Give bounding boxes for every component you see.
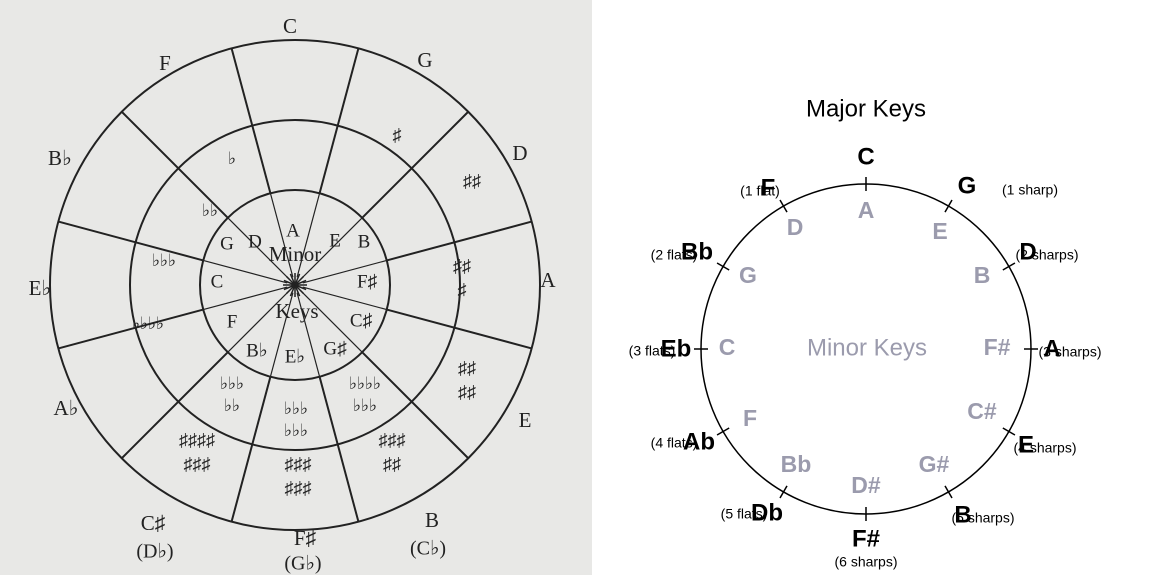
- key-signature: ♯♯: [383, 454, 401, 474]
- key-signature: ♯♯: [453, 256, 471, 276]
- tick: [780, 200, 787, 212]
- major-key: F: [159, 51, 171, 75]
- tick: [717, 428, 729, 435]
- major-key: F#: [852, 525, 880, 552]
- minor-key: E: [329, 230, 341, 251]
- enharmonic-key: (C♭): [410, 538, 446, 560]
- minor-key: B: [358, 231, 371, 252]
- minor-key: C: [719, 334, 736, 360]
- circles-of-fifths: CGDAEBF♯C♯A♭E♭B♭F(C♭)(G♭)(D♭)♯♯♯♯♯♯♯♯♯♯♯…: [0, 0, 1156, 575]
- center-label: Keys: [275, 299, 318, 323]
- enharmonic-key: (D♭): [136, 541, 173, 563]
- key-signature-note: (1 sharp): [1002, 182, 1058, 198]
- minor-key: F: [227, 311, 238, 332]
- key-signature: ♯♯: [463, 171, 481, 191]
- key-signature: ♭♭: [224, 396, 240, 415]
- minor-key: D: [787, 214, 804, 240]
- key-signature-note: (1 flat): [740, 183, 780, 199]
- center-label: Minor Keys: [807, 334, 927, 361]
- minor-key: C♯: [350, 310, 372, 331]
- minor-key: G#: [919, 451, 950, 477]
- key-signature-note: (3 flats): [629, 343, 676, 359]
- major-key: C: [857, 143, 874, 170]
- key-signature-note: (6 sharps): [834, 554, 897, 570]
- key-signature: ♭♭♭♭: [349, 374, 381, 393]
- key-signature: ♭♭♭♭: [132, 314, 164, 333]
- key-signature: ♯♯♯♯: [179, 430, 215, 450]
- key-signature: ♭♭: [202, 201, 218, 220]
- key-signature: ♯♯♯: [285, 478, 312, 498]
- key-signature: ♭♭♭: [284, 399, 308, 418]
- key-signature: ♯: [393, 125, 402, 145]
- minor-key: B♭: [246, 340, 268, 361]
- major-key: C♯: [141, 511, 166, 535]
- center-label: Minor: [269, 242, 322, 266]
- minor-key: B: [974, 262, 991, 288]
- minor-key: Bb: [781, 451, 812, 477]
- key-signature-note: (2 flats): [651, 247, 698, 263]
- major-key: B♭: [48, 146, 72, 170]
- key-signature-note: (2 sharps): [1015, 247, 1078, 263]
- minor-key: D#: [851, 472, 881, 498]
- minor-key: D: [248, 231, 262, 252]
- right-circle: Major Keys Minor Keys C G (1 sharp) D (2 sha…: [629, 95, 1102, 569]
- major-key: G: [958, 172, 977, 199]
- minor-key: E: [932, 218, 947, 244]
- key-signature: ♭♭♭: [220, 374, 244, 393]
- tick: [945, 486, 952, 498]
- key-signature-note: (4 flats): [651, 435, 698, 451]
- major-key: D: [512, 141, 527, 165]
- tick: [1003, 428, 1015, 435]
- key-signature: ♯♯: [458, 358, 476, 378]
- key-signature: ♯♯: [458, 382, 476, 402]
- key-signature: ♭♭♭: [152, 251, 176, 270]
- minor-key: G♯: [323, 338, 346, 359]
- minor-key: A: [286, 220, 300, 241]
- major-key: A: [540, 268, 556, 292]
- minor-key: A: [858, 197, 875, 223]
- minor-key: G: [739, 262, 757, 288]
- major-key: G: [417, 48, 432, 72]
- major-key: E♭: [29, 276, 52, 300]
- minor-key: F#: [984, 334, 1011, 360]
- tick: [1003, 263, 1015, 270]
- page: CGDAEBF♯C♯A♭E♭B♭F(C♭)(G♭)(D♭)♯♯♯♯♯♯♯♯♯♯♯…: [0, 0, 1156, 575]
- minor-key: E♭: [285, 346, 306, 367]
- major-key: E: [519, 408, 532, 432]
- minor-key: C#: [967, 398, 997, 424]
- enharmonic-key: (G♭): [284, 553, 321, 575]
- key-signature-note: (4 sharps): [1013, 440, 1076, 456]
- minor-key: C: [211, 271, 224, 292]
- key-signature: ♯♯♯: [285, 454, 312, 474]
- key-signature-note: (3 sharps): [1038, 344, 1101, 360]
- title: Major Keys: [806, 95, 926, 122]
- key-signature: ♯♯♯: [184, 454, 211, 474]
- key-signature-note: (5 flats): [721, 506, 768, 522]
- key-signature: ♭: [228, 149, 236, 168]
- minor-key: G: [220, 233, 234, 254]
- key-signature: ♯: [458, 280, 467, 300]
- key-signature: ♭♭♭: [353, 396, 377, 415]
- minor-key: F: [743, 405, 757, 431]
- tick: [717, 263, 729, 270]
- minor-key: F♯: [357, 271, 377, 292]
- tick: [780, 486, 787, 498]
- key-signature: ♭♭♭: [284, 421, 308, 440]
- key-signature: ♯♯♯: [379, 430, 406, 450]
- major-key: B: [425, 508, 439, 532]
- major-key: A♭: [53, 396, 78, 420]
- key-signature-note: (5 sharps): [951, 510, 1014, 526]
- major-key: F♯: [294, 526, 317, 550]
- tick: [945, 200, 952, 212]
- major-key: C: [283, 14, 297, 38]
